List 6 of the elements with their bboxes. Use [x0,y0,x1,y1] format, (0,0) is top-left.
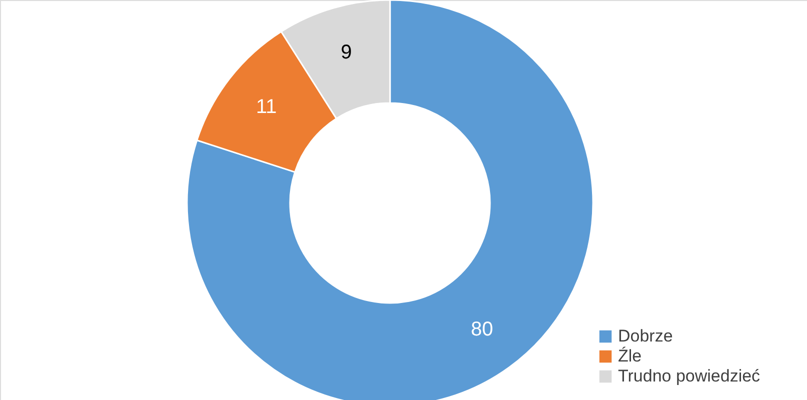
data-label: 80 [470,318,494,341]
legend-label: Dobrze [618,326,673,346]
data-label: 11 [256,96,277,118]
legend-label: Trudno powiedzieć [618,366,761,386]
legend-label: Źle [618,346,642,366]
data-label: 9 [340,42,352,64]
